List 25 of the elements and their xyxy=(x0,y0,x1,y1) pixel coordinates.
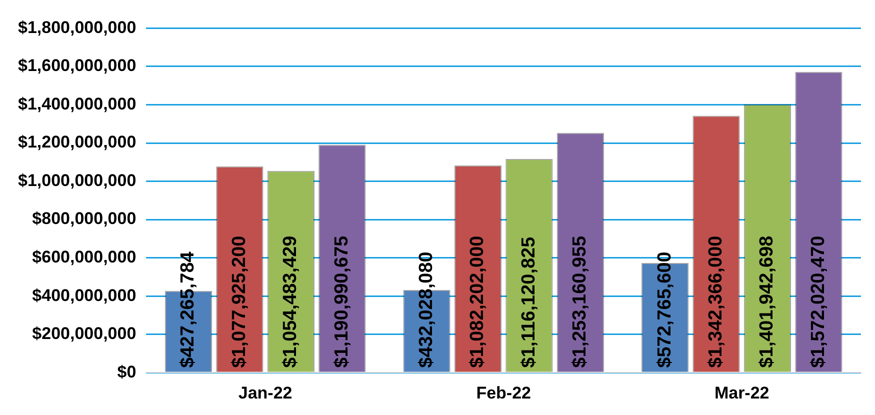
y-tick-label: $1,400,000,000 xyxy=(18,94,136,114)
data-label: $427,265,784 xyxy=(178,251,199,368)
data-label: $1,253,160,955 xyxy=(570,235,591,368)
data-label: $1,054,483,429 xyxy=(280,236,302,368)
y-tick-label: $400,000,000 xyxy=(32,286,136,305)
data-label: $572,765,600 xyxy=(654,252,676,368)
y-tick-label: $1,600,000,000 xyxy=(18,56,136,76)
x-tick-label: Feb-22 xyxy=(476,383,531,402)
y-tick-label: $1,800,000,000 xyxy=(18,18,136,37)
data-label: $1,116,120,825 xyxy=(518,236,540,368)
y-tick-label: $1,000,000,000 xyxy=(18,170,136,190)
x-tick-label: Mar-22 xyxy=(714,383,770,402)
data-label: $1,572,020,470 xyxy=(808,236,829,368)
data-label: $1,190,990,675 xyxy=(331,235,352,368)
y-tick-label: $1,200,000,000 xyxy=(18,132,136,152)
y-tick-label: $800,000,000 xyxy=(32,209,136,228)
data-label: $1,077,925,200 xyxy=(228,236,250,368)
data-label: $1,082,202,000 xyxy=(467,236,488,368)
data-label: $432,028,080 xyxy=(416,252,437,368)
y-tick-label: $600,000,000 xyxy=(32,247,136,266)
x-tick-label: Jan-22 xyxy=(238,383,292,402)
data-label: $1,401,942,698 xyxy=(756,236,778,368)
data-label: $1,342,366,000 xyxy=(705,236,726,368)
y-tick-label: $200,000,000 xyxy=(32,324,136,344)
y-tick-label: $0 xyxy=(117,362,136,382)
